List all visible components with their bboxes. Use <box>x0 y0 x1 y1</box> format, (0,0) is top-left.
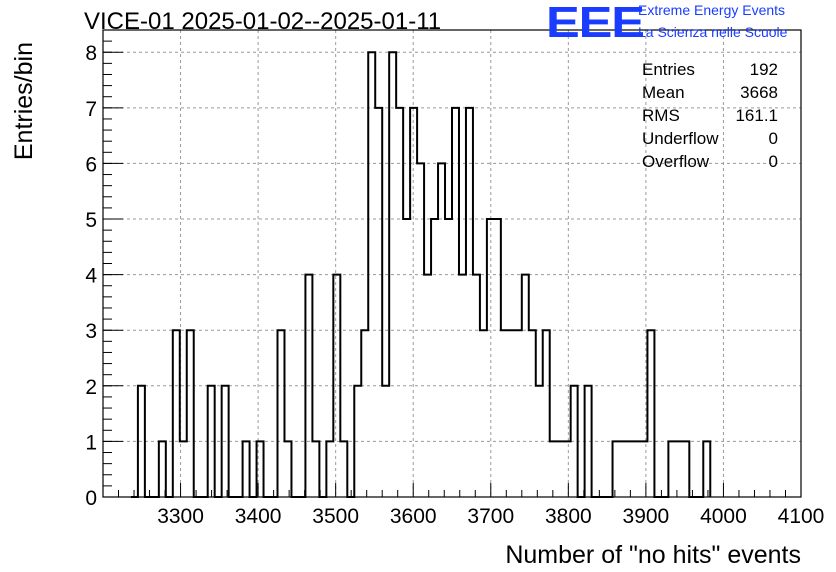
chart-title: VICE-01 2025-01-02--2025-01-11 <box>84 8 442 35</box>
stat-value: 0 <box>768 129 778 148</box>
x-axis-label: Number of "no hits" events <box>505 541 801 569</box>
stat-key: Underflow <box>642 129 719 148</box>
axis-ticks <box>103 40 802 498</box>
stat-value: 0 <box>768 152 778 171</box>
y-tick-label: 4 <box>85 265 97 288</box>
x-tick-label: 4000 <box>700 505 747 528</box>
stat-entries: Entries 192 <box>642 60 778 82</box>
x-tick-label: 3900 <box>623 505 670 528</box>
y-tick-label: 1 <box>85 431 97 454</box>
y-tick-label: 0 <box>85 487 97 510</box>
x-tick-label: 4100 <box>778 505 825 528</box>
stat-value: 161.1 <box>735 106 778 125</box>
stat-key: RMS <box>642 106 680 125</box>
stat-overflow: Overflow 0 <box>642 152 778 174</box>
stat-rms: RMS 161.1 <box>642 106 778 128</box>
y-tick-label: 3 <box>85 320 97 343</box>
x-tick-label: 3700 <box>467 505 514 528</box>
x-tick-label: 3600 <box>390 505 437 528</box>
x-tick-labels: 3300 3400 3500 3600 3700 3800 3900 4000 4100 <box>157 505 824 528</box>
stat-key: Entries <box>642 60 695 79</box>
stat-mean: Mean 3668 <box>642 83 778 105</box>
y-tick-label: 2 <box>85 376 97 399</box>
stat-underflow: Underflow 0 <box>642 129 778 151</box>
stat-value: 192 <box>749 60 778 79</box>
y-tick-label: 7 <box>85 98 97 121</box>
stat-key: Mean <box>642 83 685 102</box>
logo-line-2: La Scienza nelle Scuole <box>638 24 788 40</box>
stat-value: 3668 <box>740 83 778 102</box>
x-tick-label: 3300 <box>157 505 204 528</box>
y-axis-label: Entries/bin <box>10 42 38 160</box>
x-tick-label: 3400 <box>235 505 282 528</box>
eee-logo-mark: EEE <box>546 0 645 47</box>
x-tick-label: 3800 <box>545 505 592 528</box>
x-tick-label: 3500 <box>312 505 359 528</box>
y-tick-label: 8 <box>85 42 97 65</box>
stat-key: Overflow <box>642 152 710 171</box>
y-tick-label: 5 <box>85 209 97 232</box>
logo-line-1: Extreme Energy Events <box>638 2 786 18</box>
histogram-line <box>130 51 712 498</box>
y-tick-label: 6 <box>85 153 97 176</box>
y-tick-labels: 0 1 2 3 4 5 6 7 8 <box>85 42 97 510</box>
